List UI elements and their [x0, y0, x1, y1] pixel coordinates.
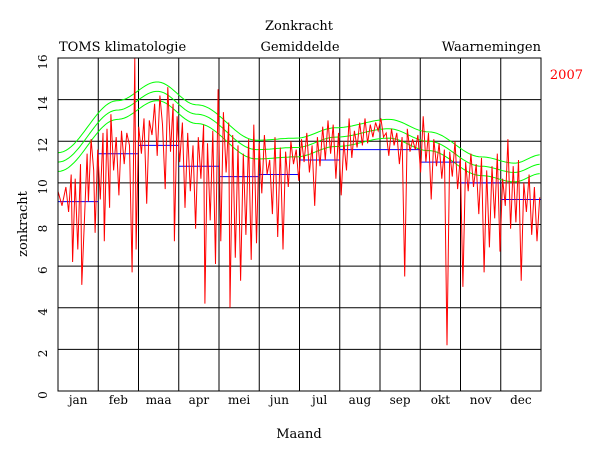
month-label-apr: apr [189, 393, 210, 407]
y-tick-label: 10 [36, 179, 50, 194]
month-label-feb: feb [109, 393, 129, 407]
y-tick-label: 0 [36, 391, 50, 399]
month-label-jun: jun [268, 393, 289, 407]
month-label-mei: mei [228, 393, 250, 407]
y-tick-label: 8 [36, 225, 50, 233]
y-tick-label: 6 [36, 266, 50, 274]
y-tick-label: 14 [36, 96, 50, 112]
legend-gemiddelde: Gemiddelde [260, 40, 339, 55]
legend-waarnemingen: Waarnemingen [442, 40, 542, 55]
month-label-dec: dec [510, 393, 532, 407]
month-label-nov: nov [470, 393, 492, 407]
y-tick-label: 4 [36, 308, 50, 316]
month-label-jul: jul [310, 393, 327, 407]
y-axis-label: zonkracht [16, 190, 31, 257]
climatology-band-1 [57, 90, 540, 173]
year-label: 2007 [550, 68, 583, 83]
x-axis-label: Maand [276, 427, 322, 442]
x-tick-labels: jan feb maa apr mei jun jul aug sep okt nov dec [67, 393, 532, 407]
plot-frame [57, 57, 542, 392]
month-label-jan: jan [67, 393, 88, 407]
y-tick-labels: 0 2 4 6 8 10 12 14 16 [36, 54, 50, 398]
climatology-band-2 [57, 81, 540, 164]
y-tick-label: 16 [36, 54, 50, 69]
chart-title: Zonkracht [265, 19, 334, 34]
legend-toms: TOMS klimatologie [59, 40, 186, 55]
y-tick-label: 2 [36, 350, 50, 358]
month-label-sep: sep [390, 393, 411, 407]
month-label-okt: okt [431, 393, 450, 407]
month-label-aug: aug [349, 393, 372, 407]
y-tick-label: 12 [36, 138, 50, 153]
month-label-maa: maa [146, 393, 172, 407]
